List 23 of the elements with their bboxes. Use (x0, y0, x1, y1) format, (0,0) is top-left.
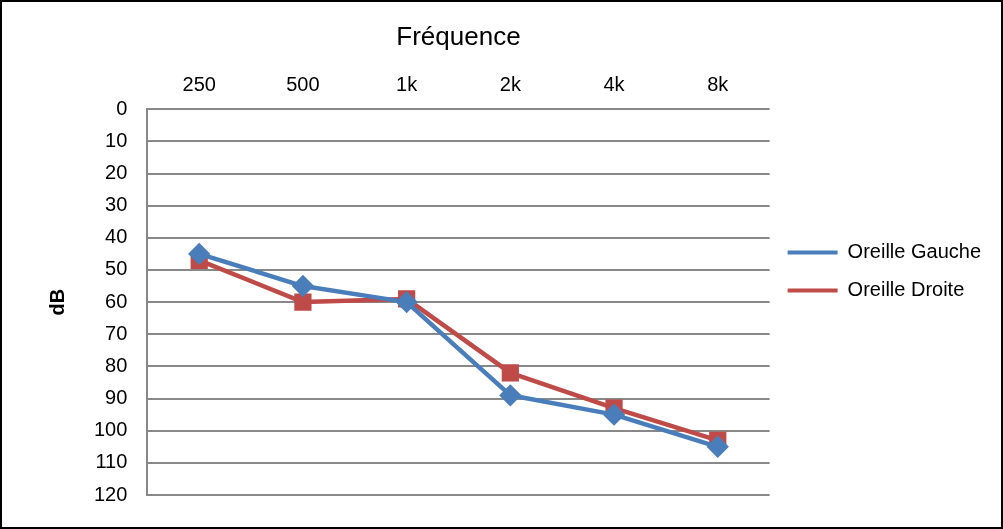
y-axis-title: dB (45, 288, 68, 316)
x-tick-label: 250 (182, 72, 216, 95)
x-tick-label: 4k (603, 72, 626, 95)
y-tick-label: 50 (105, 257, 128, 280)
y-tick-label: 60 (105, 289, 128, 312)
x-tick-label: 1k (396, 72, 419, 95)
y-tick-label: 0 (116, 96, 128, 119)
y-tick-label: 40 (105, 225, 128, 248)
y-tick-label: 20 (105, 161, 128, 184)
y-tick-label: 100 (93, 418, 128, 441)
legend-label: Oreille Gauche (847, 240, 982, 263)
x-tick-label: 2k (499, 72, 522, 95)
y-tick-label: 110 (95, 450, 128, 473)
x-axis-title: Fréquence (396, 20, 521, 51)
y-tick-label: 90 (105, 386, 128, 409)
y-tick-label: 10 (105, 128, 128, 151)
y-tick-label: 70 (105, 321, 128, 344)
x-tick-label: 8k (707, 72, 730, 95)
y-tick-label: 30 (105, 193, 128, 216)
x-tick-label: 500 (286, 72, 320, 95)
legend-label: Oreille Droite (847, 278, 965, 301)
y-tick-label: 80 (105, 353, 128, 376)
y-tick-label: 120 (93, 482, 128, 505)
